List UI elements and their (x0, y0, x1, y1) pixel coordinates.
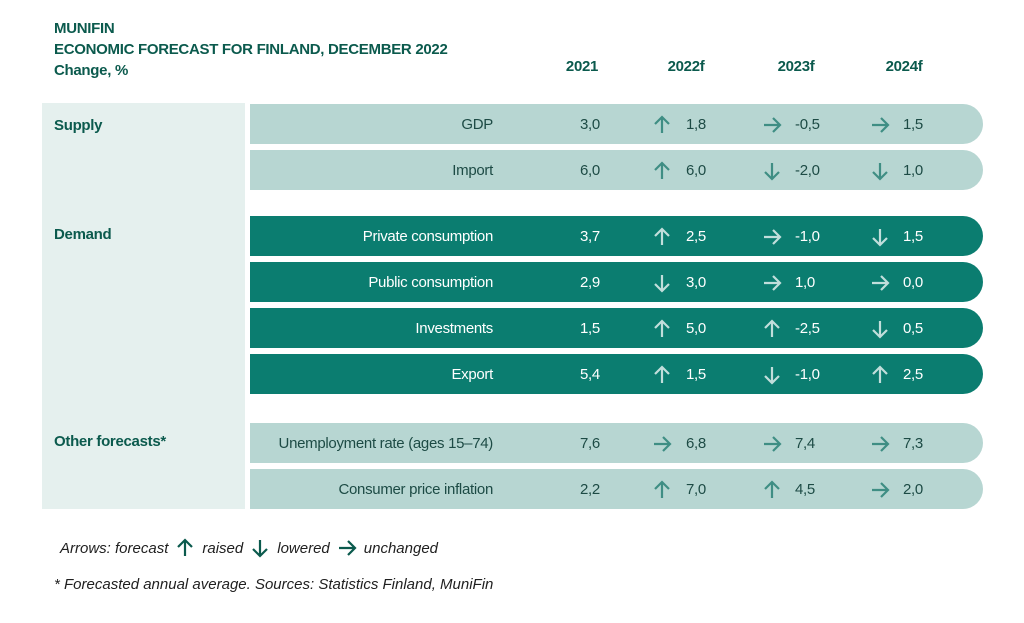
value-2023f: -1,0 (795, 366, 820, 383)
value-2023f: -1,0 (795, 228, 820, 245)
arrow-up-icon (174, 537, 196, 559)
value-2021: 2,2 (580, 481, 600, 498)
value-2024f: 1,0 (903, 162, 923, 179)
arrow-legend: Arrows: forecast raised lowered unchange… (60, 537, 438, 559)
group-label-supply: Supply (54, 117, 103, 134)
value-2022f: 6,0 (686, 162, 706, 179)
group-label-demand: Demand (54, 226, 112, 243)
value-2021: 7,6 (580, 435, 600, 452)
value-2023f: -2,0 (795, 162, 820, 179)
column-header-2021: 2021 (565, 58, 599, 75)
arrow-up-icon (651, 318, 673, 340)
value-2024f: 1,5 (903, 228, 923, 245)
row-label: Import (452, 162, 493, 179)
chart-subtitle: Change, % (54, 62, 128, 79)
column-header-2024f: 2024f (885, 58, 923, 75)
value-2024f: 2,5 (903, 366, 923, 383)
arrow-right-icon (761, 433, 783, 455)
value-2022f: 6,8 (686, 435, 706, 452)
legend-lowered: lowered (277, 539, 330, 557)
arrow-down-icon (249, 537, 271, 559)
value-2021: 3,0 (580, 116, 600, 133)
arrow-up-icon (761, 479, 783, 501)
value-2022f: 1,5 (686, 366, 706, 383)
arrow-up-icon (761, 318, 783, 340)
arrow-right-icon (336, 537, 358, 559)
arrow-right-icon (869, 479, 891, 501)
value-2021: 2,9 (580, 274, 600, 291)
table-row: Import 6,0 6,0 -2,0 1,0 (250, 150, 983, 190)
footnote: * Forecasted annual average. Sources: St… (54, 576, 494, 593)
value-2023f: -0,5 (795, 116, 820, 133)
row-label: Public consumption (368, 274, 493, 291)
org-name: MUNIFIN (54, 20, 115, 37)
value-2024f: 7,3 (903, 435, 923, 452)
arrow-right-icon (869, 272, 891, 294)
arrow-down-icon (869, 318, 891, 340)
legend-unchanged: unchanged (363, 539, 439, 557)
table-row: Unemployment rate (ages 15–74) 7,6 6,8 7,4 7… (250, 423, 983, 463)
arrow-up-icon (651, 114, 673, 136)
value-2023f: 4,5 (795, 481, 815, 498)
arrow-right-icon (869, 433, 891, 455)
row-label: Export (451, 366, 493, 383)
value-2023f: 1,0 (795, 274, 815, 291)
arrow-down-icon (869, 160, 891, 182)
arrow-right-icon (761, 272, 783, 294)
value-2023f: 7,4 (795, 435, 815, 452)
arrow-right-icon (761, 114, 783, 136)
value-2022f: 1,8 (686, 116, 706, 133)
value-2023f: -2,5 (795, 320, 820, 337)
value-2021: 3,7 (580, 228, 600, 245)
value-2022f: 3,0 (686, 274, 706, 291)
table-row: GDP 3,0 1,8 -0,5 1,5 (250, 104, 983, 144)
column-header-2023f: 2023f (777, 58, 815, 75)
row-label: Investments (415, 320, 493, 337)
row-label: GDP (461, 116, 493, 133)
group-sidebar (42, 103, 245, 509)
legend-raised: raised (202, 539, 244, 557)
value-2021: 1,5 (580, 320, 600, 337)
row-label: Consumer price inflation (338, 481, 493, 498)
arrow-up-icon (651, 364, 673, 386)
value-2022f: 2,5 (686, 228, 706, 245)
arrow-right-icon (651, 433, 673, 455)
value-2021: 6,0 (580, 162, 600, 179)
value-2022f: 7,0 (686, 481, 706, 498)
value-2024f: 2,0 (903, 481, 923, 498)
chart-title-block: MUNIFIN ECONOMIC FORECAST FOR FINLAND, D… (54, 18, 448, 81)
table-row: Export 5,4 1,5 -1,0 2,5 (250, 354, 983, 394)
arrow-up-icon (651, 226, 673, 248)
table-row: Public consumption 2,9 3,0 1,0 0,0 (250, 262, 983, 302)
table-row: Private consumption 3,7 2,5 -1,0 1,5 (250, 216, 983, 256)
arrow-up-icon (869, 364, 891, 386)
arrow-down-icon (869, 226, 891, 248)
arrow-up-icon (651, 160, 673, 182)
group-label-other: Other forecasts* (54, 433, 166, 450)
legend-prefix: Arrows: forecast (60, 539, 169, 557)
arrow-down-icon (761, 364, 783, 386)
value-2024f: 0,5 (903, 320, 923, 337)
value-2021: 5,4 (580, 366, 600, 383)
value-2022f: 5,0 (686, 320, 706, 337)
row-label: Private consumption (362, 228, 494, 245)
arrow-down-icon (761, 160, 783, 182)
column-header-2022f: 2022f (667, 58, 705, 75)
arrow-up-icon (651, 479, 673, 501)
value-2024f: 0,0 (903, 274, 923, 291)
arrow-right-icon (761, 226, 783, 248)
row-label: Unemployment rate (ages 15–74) (278, 435, 494, 452)
value-2024f: 1,5 (903, 116, 923, 133)
chart-title: ECONOMIC FORECAST FOR FINLAND, DECEMBER … (54, 41, 448, 58)
arrow-down-icon (651, 272, 673, 294)
table-row: Consumer price inflation 2,2 7,0 4,5 2,0 (250, 469, 983, 509)
arrow-right-icon (869, 114, 891, 136)
table-row: Investments 1,5 5,0 -2,5 0,5 (250, 308, 983, 348)
